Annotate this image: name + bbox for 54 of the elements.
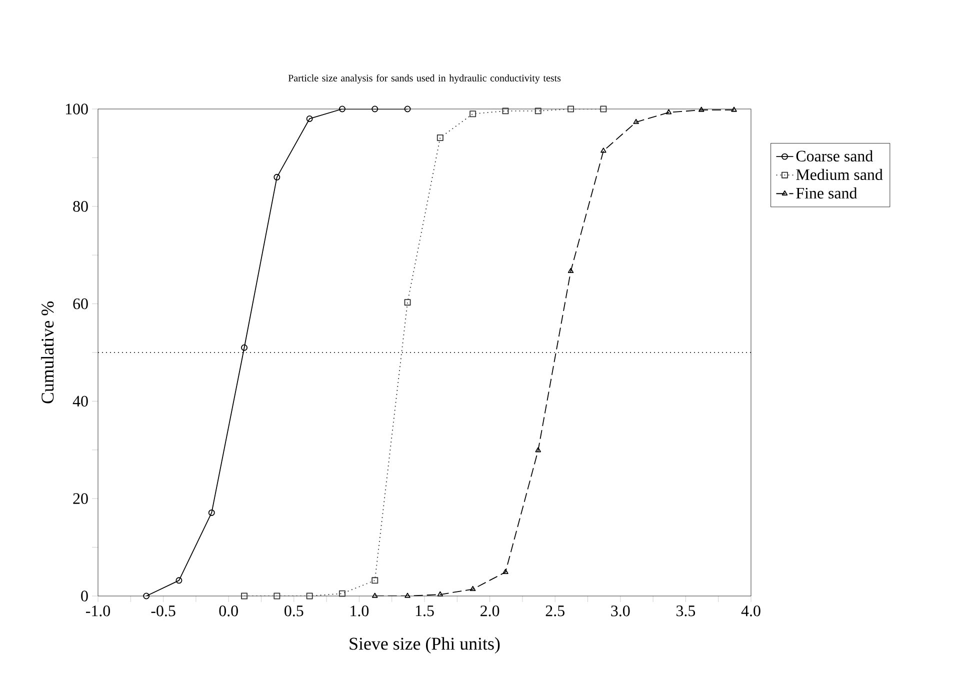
y-tick-label: 60 [73,298,88,310]
point [404,299,411,306]
legend-label: Fine sand [796,187,858,199]
point [502,568,508,574]
point [338,106,346,112]
x-tick-label: 3.5 [676,606,696,616]
point [534,108,542,114]
y-tick-label: 100 [66,104,88,114]
point [176,577,182,584]
point [698,106,704,112]
point [666,109,672,114]
point [306,592,313,600]
point [372,577,378,584]
x-tick-label: 0.5 [284,606,304,616]
x-tick-label: 1.5 [416,606,434,616]
x-tick-label: 1.0 [350,606,369,616]
point [731,106,737,112]
point [568,106,574,112]
y-axis-title: Cumulative % [41,302,54,404]
point [600,148,606,153]
point [470,110,476,118]
x-tick-label: -1.0 [86,606,110,616]
point [470,586,476,592]
point [306,115,313,122]
point [241,344,248,351]
point [437,591,444,596]
y-tick-label: 40 [72,396,88,407]
x-tick-label: 0.0 [219,606,238,616]
point [404,592,410,598]
point [568,268,574,274]
point [208,509,215,516]
x-tick-label: 2.0 [480,606,500,616]
point [372,106,378,112]
y-tick-label: 20 [73,493,88,504]
x-axis-title: Sieve size (Phi units) [350,637,500,654]
point [535,447,541,452]
x-tick-label: 4.0 [741,606,760,616]
point [274,592,280,600]
point [436,134,444,141]
point [633,118,639,124]
y-tick-label: 0 [81,590,88,602]
point [241,592,248,600]
point [502,108,509,114]
x-tick-label: 3.0 [611,606,630,616]
point [600,106,607,112]
point [372,592,378,598]
legend-label: Coarse sand [796,150,873,162]
point [274,174,280,180]
x-tick-label: 2.5 [546,606,564,616]
point [338,590,346,597]
y-tick-label: 80 [73,201,88,212]
legend-label: Medium sand [796,168,883,180]
x-tick-label: -0.5 [151,606,176,616]
chart-title: Particle size analysis for sands used in hydraulic conductivity tests [288,74,561,84]
